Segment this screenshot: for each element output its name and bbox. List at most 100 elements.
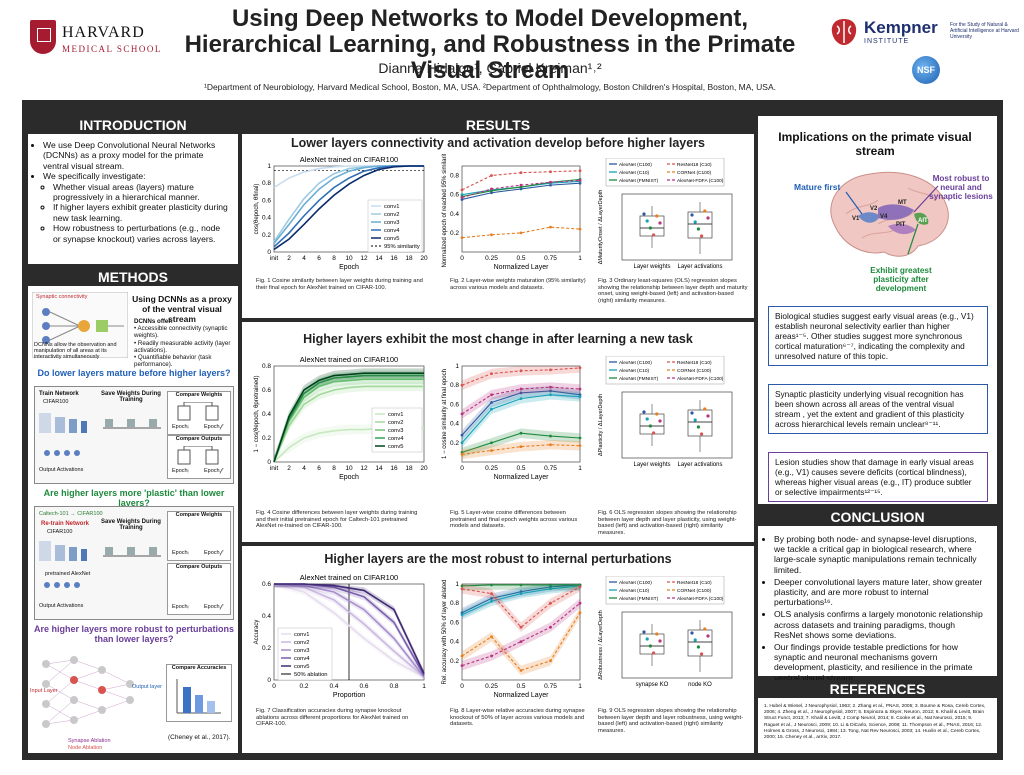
data-point	[696, 645, 700, 649]
compare-accuracies-label: Compare Accuracies	[171, 665, 227, 671]
data-point	[519, 669, 523, 672]
area-v1-label: V1	[852, 216, 860, 222]
legend-label: 50% ablation	[294, 672, 328, 678]
data-point	[460, 611, 464, 615]
y-tick-label: 0.8	[262, 180, 271, 187]
area-v2-label: V2	[870, 206, 878, 212]
data-point	[549, 389, 552, 393]
x-tick-label: 0	[460, 683, 464, 690]
x-tick-label: 0.8	[389, 683, 398, 690]
output-layer-label: Output layer	[132, 684, 162, 690]
x-tick-label: 0.2	[299, 683, 308, 690]
category-label: synapse KO	[636, 682, 669, 688]
implications-panel: Implications on the primate visual strea…	[758, 116, 997, 504]
data-point	[460, 188, 464, 192]
x-tick-label: 0.5	[516, 683, 525, 690]
data-point	[658, 639, 662, 643]
plot-area	[461, 583, 581, 681]
data-point	[549, 225, 552, 229]
implication-box-maturation: Biological studies suggest early visual …	[768, 306, 988, 366]
x-tick-label: 20	[420, 465, 428, 472]
data-point	[490, 441, 493, 445]
nsf-logo: NSF	[912, 56, 940, 84]
fig2-chart: 0 0.25 0.5 0.75 1 0.2 0.4 0.6 0.8 Normalized Laye…	[442, 154, 582, 271]
fig9-chart: AlexNet (C100) AlexNet (C10) AlexNet (FMNI…	[598, 576, 733, 688]
retraining-net-icon	[39, 541, 87, 588]
fig9-caption: Fig. 9 OLS regression slopes showing the…	[598, 708, 744, 734]
fig3-chart: AlexNet (C100) AlexNet (C10) AlexNet (FMNI…	[598, 158, 733, 270]
offer-item: • Readily measurable activity (layer act…	[134, 339, 231, 354]
compare-weights-box: Compare Weights Epochᵢ Epoch𝒻	[167, 391, 231, 435]
data-point	[460, 613, 464, 617]
data-point	[578, 387, 582, 391]
data-point	[460, 441, 464, 445]
y-tick-label: 0.6	[262, 197, 271, 204]
data-point	[655, 214, 659, 218]
results-section-1-title: Lower layers connectivity and activation…	[290, 136, 706, 150]
data-point	[549, 443, 552, 447]
series-band	[274, 584, 424, 677]
series-band	[462, 366, 580, 390]
data-point	[578, 436, 582, 440]
x-axis-label: Proportion	[333, 692, 365, 699]
introduction-heading: INTRODUCTION	[28, 116, 238, 134]
fig7-chart: AlexNet trained on CIFAR100 0 0.2 0.4 0.6 0.8…	[254, 573, 426, 699]
area-pit-label: PIT	[896, 222, 906, 228]
data-point	[658, 221, 662, 225]
data-point	[490, 187, 493, 191]
data-point	[460, 451, 464, 454]
fig1-caption: Fig. 1 Cosine similarity between layer w…	[256, 278, 423, 291]
institution-name: HARVARD	[62, 24, 145, 41]
data-point	[519, 397, 523, 401]
mature-first-label: Mature first	[794, 182, 841, 192]
y-tick-label: 0.4	[262, 411, 271, 418]
series-line	[273, 385, 424, 463]
intro-sub-bullet: How robustness to perturbations (e.g., n…	[53, 223, 230, 244]
harvard-shield-icon	[30, 20, 56, 54]
data-point	[690, 213, 694, 217]
x-tick-label: 1	[578, 465, 582, 472]
y-tick-label: 0.4	[450, 639, 459, 646]
y-tick-label: 0.2	[262, 645, 271, 652]
data-point	[519, 183, 523, 187]
compare-weights-icon	[177, 402, 219, 421]
data-point	[578, 444, 582, 448]
data-point	[578, 611, 582, 615]
y-tick-label: 1	[455, 363, 459, 370]
x-tick-label: 0.5	[516, 255, 525, 262]
data-point	[460, 584, 464, 588]
plot-area	[621, 193, 733, 261]
series-line	[273, 165, 424, 251]
methods-panel: METHODS Synaptic connectivity DCNNs allo…	[28, 268, 238, 753]
x-tick-label: 6	[317, 465, 321, 472]
legend-label: AlexNet (C100)	[619, 580, 652, 586]
data-point	[655, 632, 659, 636]
series-line	[274, 583, 425, 674]
legend-label: conv2	[384, 212, 399, 218]
legend-label: AlexNet (C10)	[619, 368, 650, 374]
fig6-caption: Fig. 6 OLS regression slopes showing the…	[598, 510, 737, 536]
conclusion-bullet: Our findings provide testable prediction…	[774, 642, 986, 683]
legend-label: AlexNet (C100)	[619, 162, 652, 168]
x-tick-label: 0.75	[544, 683, 557, 690]
results-divider	[242, 542, 754, 546]
primate-brain-icon: V1 V2 V4 MT PIT AIT	[830, 171, 949, 257]
ablation-network-diagram	[42, 656, 134, 728]
legend-label: conv4	[294, 656, 310, 662]
x-tick-label: 14	[375, 465, 383, 472]
cifar-label: CIFAR100	[43, 399, 69, 405]
x-axis-label: Normalized Layer	[494, 264, 550, 271]
offer-item: • Quantifiable behavior (task performanc…	[134, 354, 212, 369]
x-tick-label: 8	[332, 465, 336, 472]
data-point	[460, 383, 464, 387]
intro-sub-bullet: Whether visual areas (layers) mature pro…	[53, 182, 230, 203]
x-axis-label: Epoch	[339, 264, 359, 271]
data-point	[693, 638, 697, 642]
legend-label: conv5	[384, 236, 399, 242]
train-network-label: Train Network	[39, 391, 79, 397]
dcnn-note: DCNNs allow the observation and manipula…	[34, 342, 117, 360]
compare-weights-label: Compare Weights	[175, 392, 223, 398]
plot-area	[621, 611, 733, 679]
intro-bullet: We specifically investigate: Whether vis…	[43, 171, 230, 244]
kempner-name: Kempner	[864, 18, 938, 37]
